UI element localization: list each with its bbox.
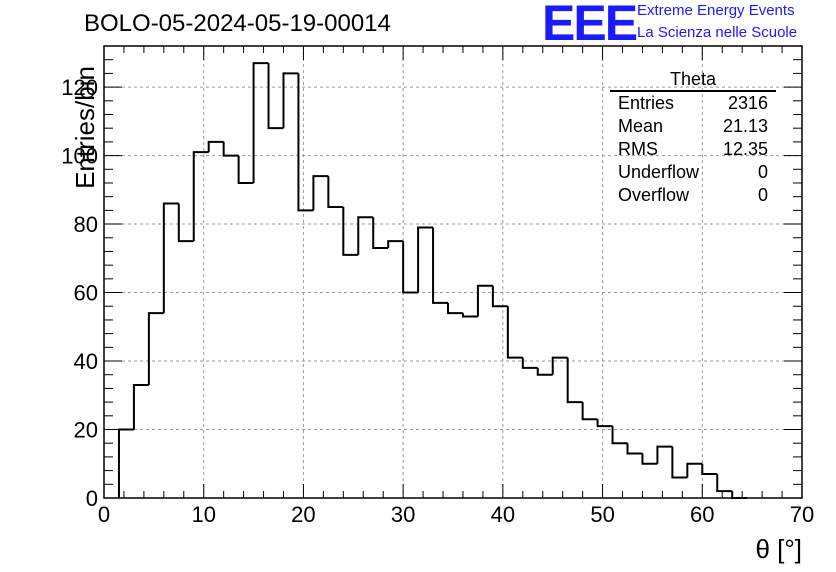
histogram-bin bbox=[536, 367, 553, 376]
histogram-bin bbox=[252, 62, 269, 183]
y-tick-label: 0 bbox=[86, 486, 98, 511]
histogram-bin bbox=[506, 306, 523, 359]
x-tick-label: 0 bbox=[98, 502, 110, 527]
histogram-bin bbox=[297, 73, 314, 212]
stats-row-mean: Mean 21.13 bbox=[610, 115, 776, 138]
y-tick-label: 100 bbox=[61, 144, 98, 169]
histogram-bin bbox=[656, 445, 673, 464]
histogram-bin bbox=[671, 446, 688, 479]
histogram-bin bbox=[626, 443, 643, 455]
histogram-bin bbox=[551, 356, 568, 375]
logo-caption-line2: La Scienza nelle Scuole bbox=[637, 24, 798, 41]
histogram-bin bbox=[716, 474, 733, 493]
x-axis-label: θ [°] bbox=[755, 534, 802, 564]
stats-value: 21.13 bbox=[722, 116, 768, 136]
histogram-bin bbox=[402, 241, 419, 294]
histogram-bin bbox=[222, 141, 239, 157]
histogram-bin bbox=[387, 240, 404, 249]
histogram-bin bbox=[596, 419, 613, 428]
histogram-bin bbox=[312, 175, 329, 211]
histogram-bin bbox=[731, 491, 748, 499]
stats-row-rms: RMS 12.35 bbox=[610, 138, 776, 161]
x-tick-label: 30 bbox=[391, 502, 415, 527]
histogram-bin bbox=[701, 463, 718, 476]
stats-value: 2316 bbox=[727, 93, 768, 113]
histogram-bin bbox=[447, 302, 463, 315]
histogram-bin bbox=[417, 226, 434, 293]
histogram-bin bbox=[432, 227, 449, 304]
stats-title: Theta bbox=[610, 68, 776, 92]
histogram-bin bbox=[177, 203, 194, 243]
stats-value: 0 bbox=[757, 185, 768, 205]
histogram-bin bbox=[521, 357, 538, 369]
stats-row-entries: Entries 2316 bbox=[610, 92, 776, 115]
histogram-bin bbox=[132, 384, 149, 430]
histogram-bin bbox=[566, 357, 583, 404]
x-tick-label: 70 bbox=[790, 502, 814, 527]
histogram-bin bbox=[641, 453, 658, 465]
logo-caption-line1: Extreme Energy Events bbox=[637, 2, 795, 19]
stats-label: Overflow bbox=[618, 185, 690, 205]
histogram-bin bbox=[282, 72, 299, 129]
y-tick-label: 120 bbox=[61, 75, 98, 100]
histogram-bin bbox=[611, 426, 628, 445]
stats-label: Mean bbox=[618, 116, 664, 136]
run-title: BOLO-05-2024-05-19-00014 bbox=[84, 10, 391, 37]
stats-row-overflow: Overflow 0 bbox=[610, 184, 776, 207]
histogram-bin bbox=[686, 462, 703, 478]
histogram-bin bbox=[581, 402, 598, 421]
histogram-bin bbox=[476, 284, 493, 317]
histogram-bin bbox=[237, 155, 254, 184]
x-tick-label: 20 bbox=[291, 502, 315, 527]
histogram-bin bbox=[327, 176, 344, 208]
histogram-bin bbox=[461, 313, 478, 318]
stats-box: Theta Entries 2316 Mean 21.13 RMS 12.35 … bbox=[610, 68, 776, 207]
y-axis-label: Entries/bin bbox=[69, 66, 100, 189]
x-tick-label: 10 bbox=[191, 502, 215, 527]
y-tick-label: 80 bbox=[74, 212, 98, 237]
histogram-bin bbox=[357, 216, 374, 255]
stats-label: Entries bbox=[618, 93, 675, 113]
histogram-bin bbox=[147, 312, 164, 385]
stats-value: 0 bbox=[757, 162, 768, 182]
y-tick-label: 60 bbox=[74, 281, 98, 306]
histogram-bin bbox=[162, 202, 179, 314]
histogram-bin bbox=[117, 428, 134, 498]
histogram-bin bbox=[207, 140, 224, 153]
histogram-bin bbox=[192, 151, 209, 242]
x-tick-label: 50 bbox=[590, 502, 614, 527]
stats-value: 12.35 bbox=[722, 139, 768, 159]
x-tick-label: 40 bbox=[491, 502, 515, 527]
y-tick-label: 40 bbox=[74, 349, 98, 374]
histogram-bin bbox=[267, 63, 284, 130]
histogram-bin bbox=[491, 285, 508, 308]
x-tick-label: 60 bbox=[690, 502, 714, 527]
stats-label: RMS bbox=[618, 139, 658, 159]
eee-logo: EEE bbox=[542, 0, 638, 51]
histogram-bin bbox=[342, 206, 359, 256]
y-tick-label: 20 bbox=[74, 418, 98, 443]
stats-label: Underflow bbox=[618, 162, 700, 182]
histogram-bin bbox=[372, 217, 389, 250]
plot-frame bbox=[103, 45, 803, 499]
stats-row-underflow: Underflow 0 bbox=[610, 161, 776, 184]
